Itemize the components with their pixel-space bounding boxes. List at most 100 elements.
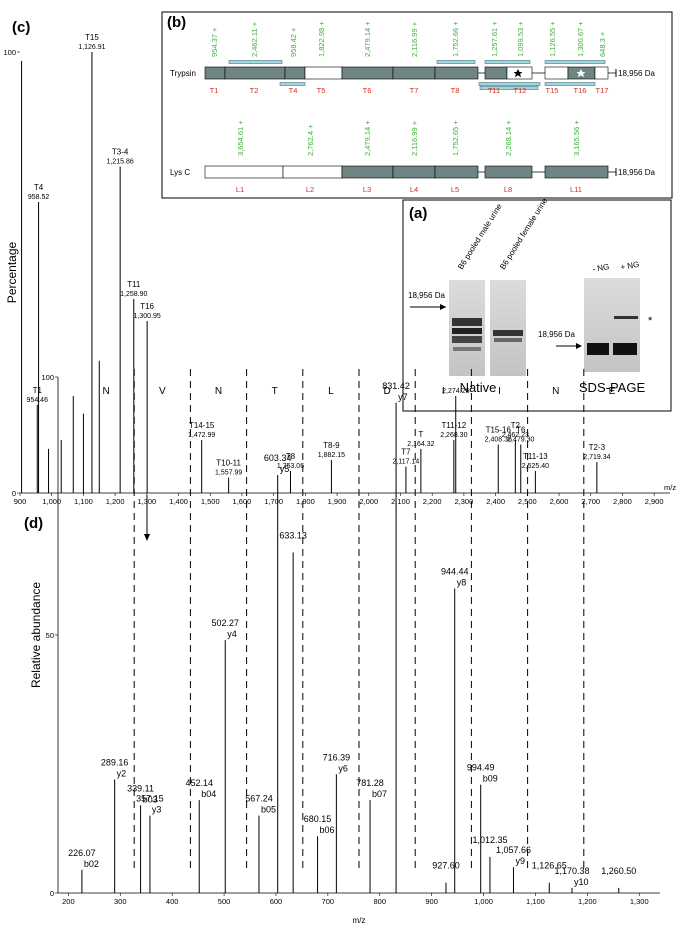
enzyme-name: Lys C xyxy=(170,168,190,177)
peak-name: T xyxy=(418,430,423,439)
peptide-mass: 2,479.14 + xyxy=(363,120,372,156)
peak-mz: 1,260.50 xyxy=(601,866,636,876)
ion-name: b04 xyxy=(201,789,216,799)
peak-mz: 502.27 xyxy=(211,618,239,628)
x-tick-label: 1,800 xyxy=(296,497,315,506)
x-tick-label: 400 xyxy=(166,897,179,906)
x-tick-label: 2,400 xyxy=(486,497,505,506)
peptide-segment xyxy=(434,165,479,179)
detected-peptide xyxy=(228,60,283,64)
panel-label: (a) xyxy=(409,205,427,222)
peptide-label: L2 xyxy=(306,185,314,194)
peak-mz: 567.24 xyxy=(245,794,273,804)
x-tick-label: 900 xyxy=(425,897,438,906)
peptide-mass: 3,654.61 + xyxy=(236,120,245,156)
peak-mz: 1,258.90 xyxy=(120,291,147,298)
gel-band xyxy=(453,347,481,351)
ion-name: b02 xyxy=(84,859,99,869)
peptide-mass: 1,752.65 + xyxy=(451,120,460,156)
residue: E xyxy=(609,386,616,397)
detected-peptide xyxy=(478,82,541,86)
peptide-mass: 3,165.56 + xyxy=(572,120,581,156)
peak-mz: 954.46 xyxy=(27,397,49,404)
peak-mz: 958.52 xyxy=(28,194,50,201)
peak-mz: 1,472.99 xyxy=(188,432,215,439)
peak-name: T2-3 xyxy=(589,443,606,452)
residue: N xyxy=(552,386,559,397)
x-tick-label: 1,600 xyxy=(233,497,252,506)
peptide-mass: 1,099.53 + xyxy=(516,21,525,57)
peptide-label: L3 xyxy=(363,185,371,194)
x-tick-label: 2,300 xyxy=(455,497,474,506)
peak-name: T8-9 xyxy=(323,441,340,450)
gel-band xyxy=(614,316,638,319)
peak-mz: 944.44 xyxy=(441,567,469,577)
x-tick-label: 2,000 xyxy=(359,497,378,506)
peptide-segment xyxy=(284,66,306,80)
residue: I xyxy=(442,386,445,397)
peptide-segment xyxy=(282,165,343,179)
gel-band xyxy=(452,336,482,343)
marker-label: 18,956 Da xyxy=(538,330,575,339)
peak-name: T11 xyxy=(127,280,141,289)
x-tick-label: 2,200 xyxy=(423,497,442,506)
y-tick-label: 100 xyxy=(41,373,54,382)
spectra: (c) Percentage m/z 900 1,000 1,100 1,200 1,300 1… xyxy=(3,19,676,925)
residue: V xyxy=(159,386,166,397)
peptide-segment xyxy=(392,165,436,179)
ion-name: y7 xyxy=(398,392,408,402)
peptide-label: T12 xyxy=(514,86,527,95)
gel-band xyxy=(494,338,522,342)
peptide-label: T6 xyxy=(363,86,372,95)
residue: N xyxy=(215,386,222,397)
protein-size: 18,956 Da xyxy=(618,168,655,177)
peptide-label: L11 xyxy=(570,185,582,194)
x-tick-label: 1,500 xyxy=(201,497,220,506)
gel-band xyxy=(587,343,609,355)
peak-mz: 2,117.14 xyxy=(393,459,420,466)
peak-mz: 1,170.38 xyxy=(554,866,589,876)
peak-mz: 994.49 xyxy=(467,763,495,773)
gel-lane xyxy=(490,280,526,376)
peak-mz: 1,882.15 xyxy=(318,452,345,459)
peptide-segment xyxy=(484,165,533,179)
gel-band xyxy=(613,343,637,355)
peptide-mass: 2,462.11 + xyxy=(250,21,259,57)
x-tick-label: 1,200 xyxy=(578,897,597,906)
glyco-star xyxy=(576,69,586,78)
peak-mz: 831.42 xyxy=(382,381,410,391)
peak-mz: 1,126.91 xyxy=(78,44,105,51)
gel-title: Native xyxy=(460,380,497,395)
x-tick-label: 300 xyxy=(114,897,127,906)
peptide-mass: 2,268.14 + xyxy=(504,120,513,156)
arrowhead xyxy=(144,534,150,541)
peak-mz: 2,164.32 xyxy=(407,441,434,448)
peak-mz: 1,126.65 xyxy=(532,861,567,871)
peptide-map: T1 T2 T4 T5 T6 T7 T8 T11 T12 T15 T16 T17 954.37 + 2,4… xyxy=(204,21,617,194)
ion-name: y8 xyxy=(457,578,467,588)
detected-peptide xyxy=(479,86,539,90)
ion-name: b09 xyxy=(483,774,498,784)
protein-size: 18,956 Da xyxy=(618,69,655,78)
peptide-mass: 954.37 + xyxy=(210,27,219,57)
ion-name: y10 xyxy=(574,877,589,887)
ion-name: b07 xyxy=(372,789,387,799)
peak-mz: 339.11 xyxy=(127,783,154,793)
glyco-star xyxy=(513,69,523,78)
peak-mz: 289.16 xyxy=(101,757,129,767)
y-tick-label: 0 xyxy=(12,489,16,498)
gel-band xyxy=(493,330,523,336)
peak-mz: 2,462.23 xyxy=(502,432,529,439)
peptide-label: T7 xyxy=(410,86,419,95)
peptide-mass: 1,752.66 + xyxy=(451,21,460,57)
peak-name: T8 xyxy=(286,452,296,461)
peptide-label: T11 xyxy=(488,86,500,95)
peak-name: T16 xyxy=(140,302,154,311)
gel-band xyxy=(452,318,482,326)
peptide-label: T1 xyxy=(210,86,219,95)
peptide-segment xyxy=(544,165,609,179)
marker-label: 18,956 Da xyxy=(408,291,445,300)
peptide-segment xyxy=(224,66,286,80)
x-tick-label: 200 xyxy=(62,897,75,906)
ion-name: b05 xyxy=(261,805,276,815)
